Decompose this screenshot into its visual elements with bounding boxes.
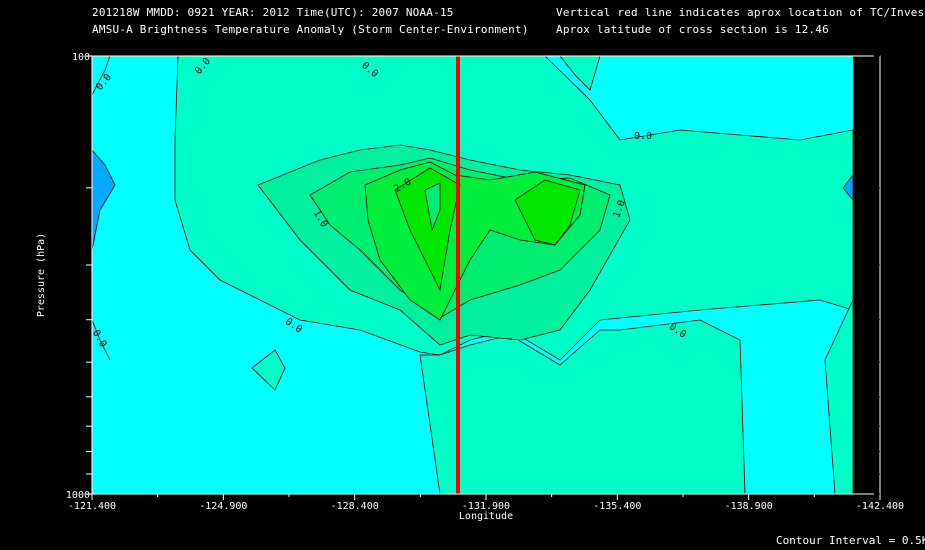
contour-fill-0-island [251,349,286,391]
header-line1-left: 201218W MMDD: 0921 YEAR: 2012 Time(UTC):… [92,6,454,19]
plot-area [91,55,854,495]
x-tick-label: -124.900 [199,501,247,512]
contour-line-zero-left-low [91,319,111,361]
contour-line-zero-left [91,55,111,96]
y-tick-label: 100 [72,52,90,63]
x-tick-label: -121.400 [68,501,116,512]
x-tick-label: -135.400 [593,501,641,512]
contour-fill-2.0-right [514,179,581,246]
header-line2-right: Aprox latitude of cross section is 12.46 [556,23,829,36]
contour-fill-2.0 [394,167,461,292]
contour-fill-0-bottom [419,319,746,495]
x-axis: -121.400 -124.900 -128.400 -131.900 -135.400… [68,494,904,512]
y-axis-label: Pressure (hPa) [36,233,47,317]
header-line2-left: AMSU-A Brightness Temperature Anomaly (S… [92,23,529,36]
x-axis-label: Longitude [459,511,513,522]
contour-interval-note: Contour Interval = 0.5K [776,534,925,547]
header-line1-right: Vertical red line indicates aprox locati… [556,6,925,19]
x-tick-label: -128.400 [331,501,379,512]
y-tick-label: 1000 [66,490,90,501]
contour-fill-2.0-core [424,182,441,232]
y-axis: 100 1000 [66,52,880,501]
x-tick-label: -138.900 [725,501,773,512]
negative-anomaly-region-right [842,173,854,202]
contour-label: 0.0 [634,131,652,142]
x-tick-label: -142.400 [856,501,904,512]
x-tick-label: -131.900 [462,501,510,512]
